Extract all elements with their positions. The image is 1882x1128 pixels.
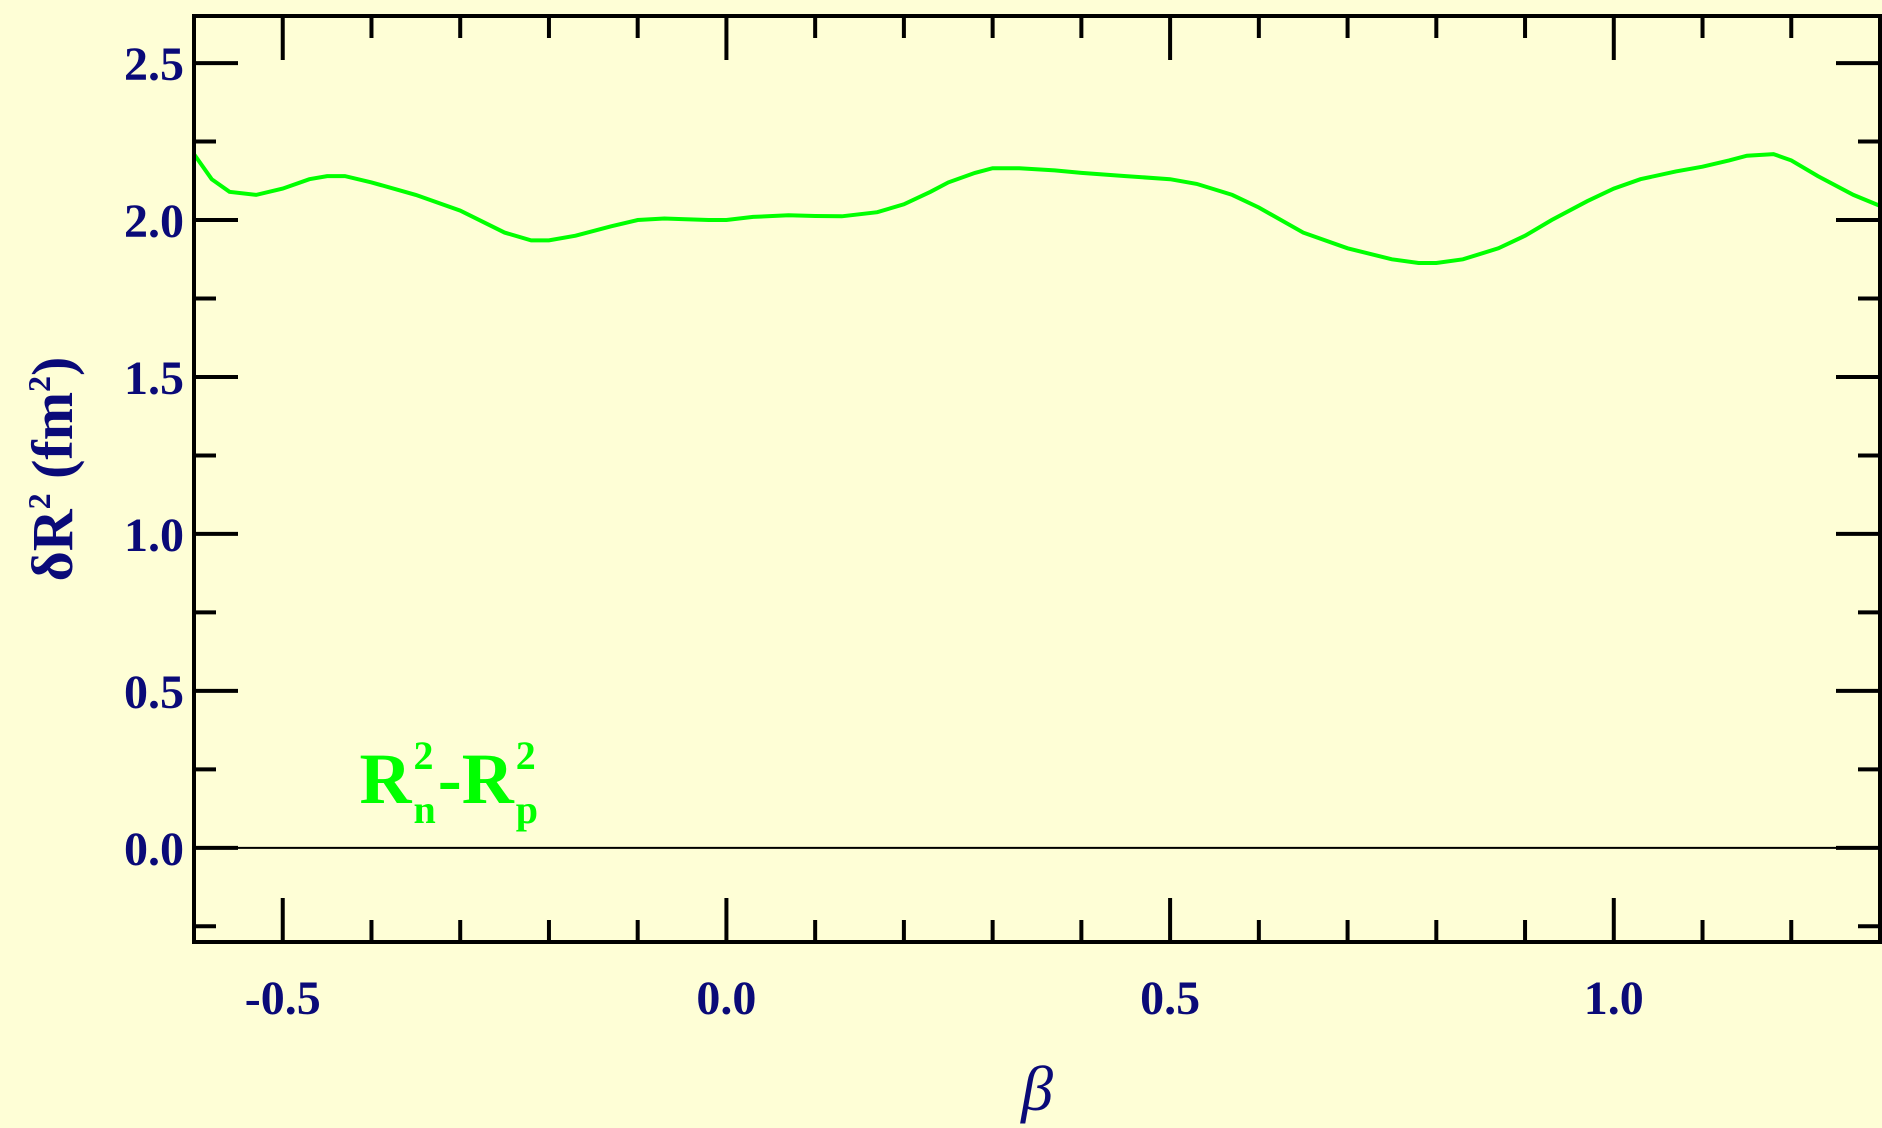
annotation-base2: R: [462, 739, 515, 819]
y-axis-title-prefix: δR: [20, 508, 85, 581]
y-axis-title-sup: 2: [21, 493, 57, 509]
series-annotation: R2 n-R2 p: [359, 733, 537, 832]
annotation-sup2: 2: [516, 733, 536, 778]
minor-ticks: [192, 16, 1882, 942]
x-axis-title: β: [1019, 1053, 1053, 1124]
y-axis-title-unit-sup: 2: [21, 376, 57, 392]
y-axis-title-unit-close: ): [20, 357, 85, 376]
y-tick-label: 0.0: [124, 823, 184, 876]
x-tick-label: -0.5: [245, 972, 321, 1025]
annotation-sup1: 2: [413, 733, 433, 778]
y-tick-label: 2.5: [124, 38, 184, 91]
annotation-base1: R: [359, 739, 412, 819]
x-tick-label: 0.5: [1140, 972, 1200, 1025]
y-tick-label: 1.0: [124, 509, 184, 562]
annotation-dash: -: [438, 739, 462, 819]
y-tick-label: 0.5: [124, 666, 184, 719]
x-tick-labels: -0.5 0.0 0.5 1.0: [245, 972, 1644, 1025]
x-tick-label: 1.0: [1584, 972, 1644, 1025]
y-axis-title-unit-open: (fm: [20, 392, 85, 493]
series-line: [192, 152, 1881, 265]
annotation-sub2: p: [516, 787, 538, 832]
x-tick-label: 0.0: [696, 972, 756, 1025]
major-ticks: [194, 16, 1880, 942]
y-tick-labels: 0.0 0.5 1.0 1.5 2.0 2.5: [124, 38, 184, 876]
annotation-sub1: n: [413, 787, 435, 832]
plot-frame: [192, 14, 1882, 944]
y-tick-label: 1.5: [124, 352, 184, 405]
y-tick-label: 2.0: [124, 195, 184, 248]
y-axis-title: δR2 (fm2): [20, 357, 85, 582]
